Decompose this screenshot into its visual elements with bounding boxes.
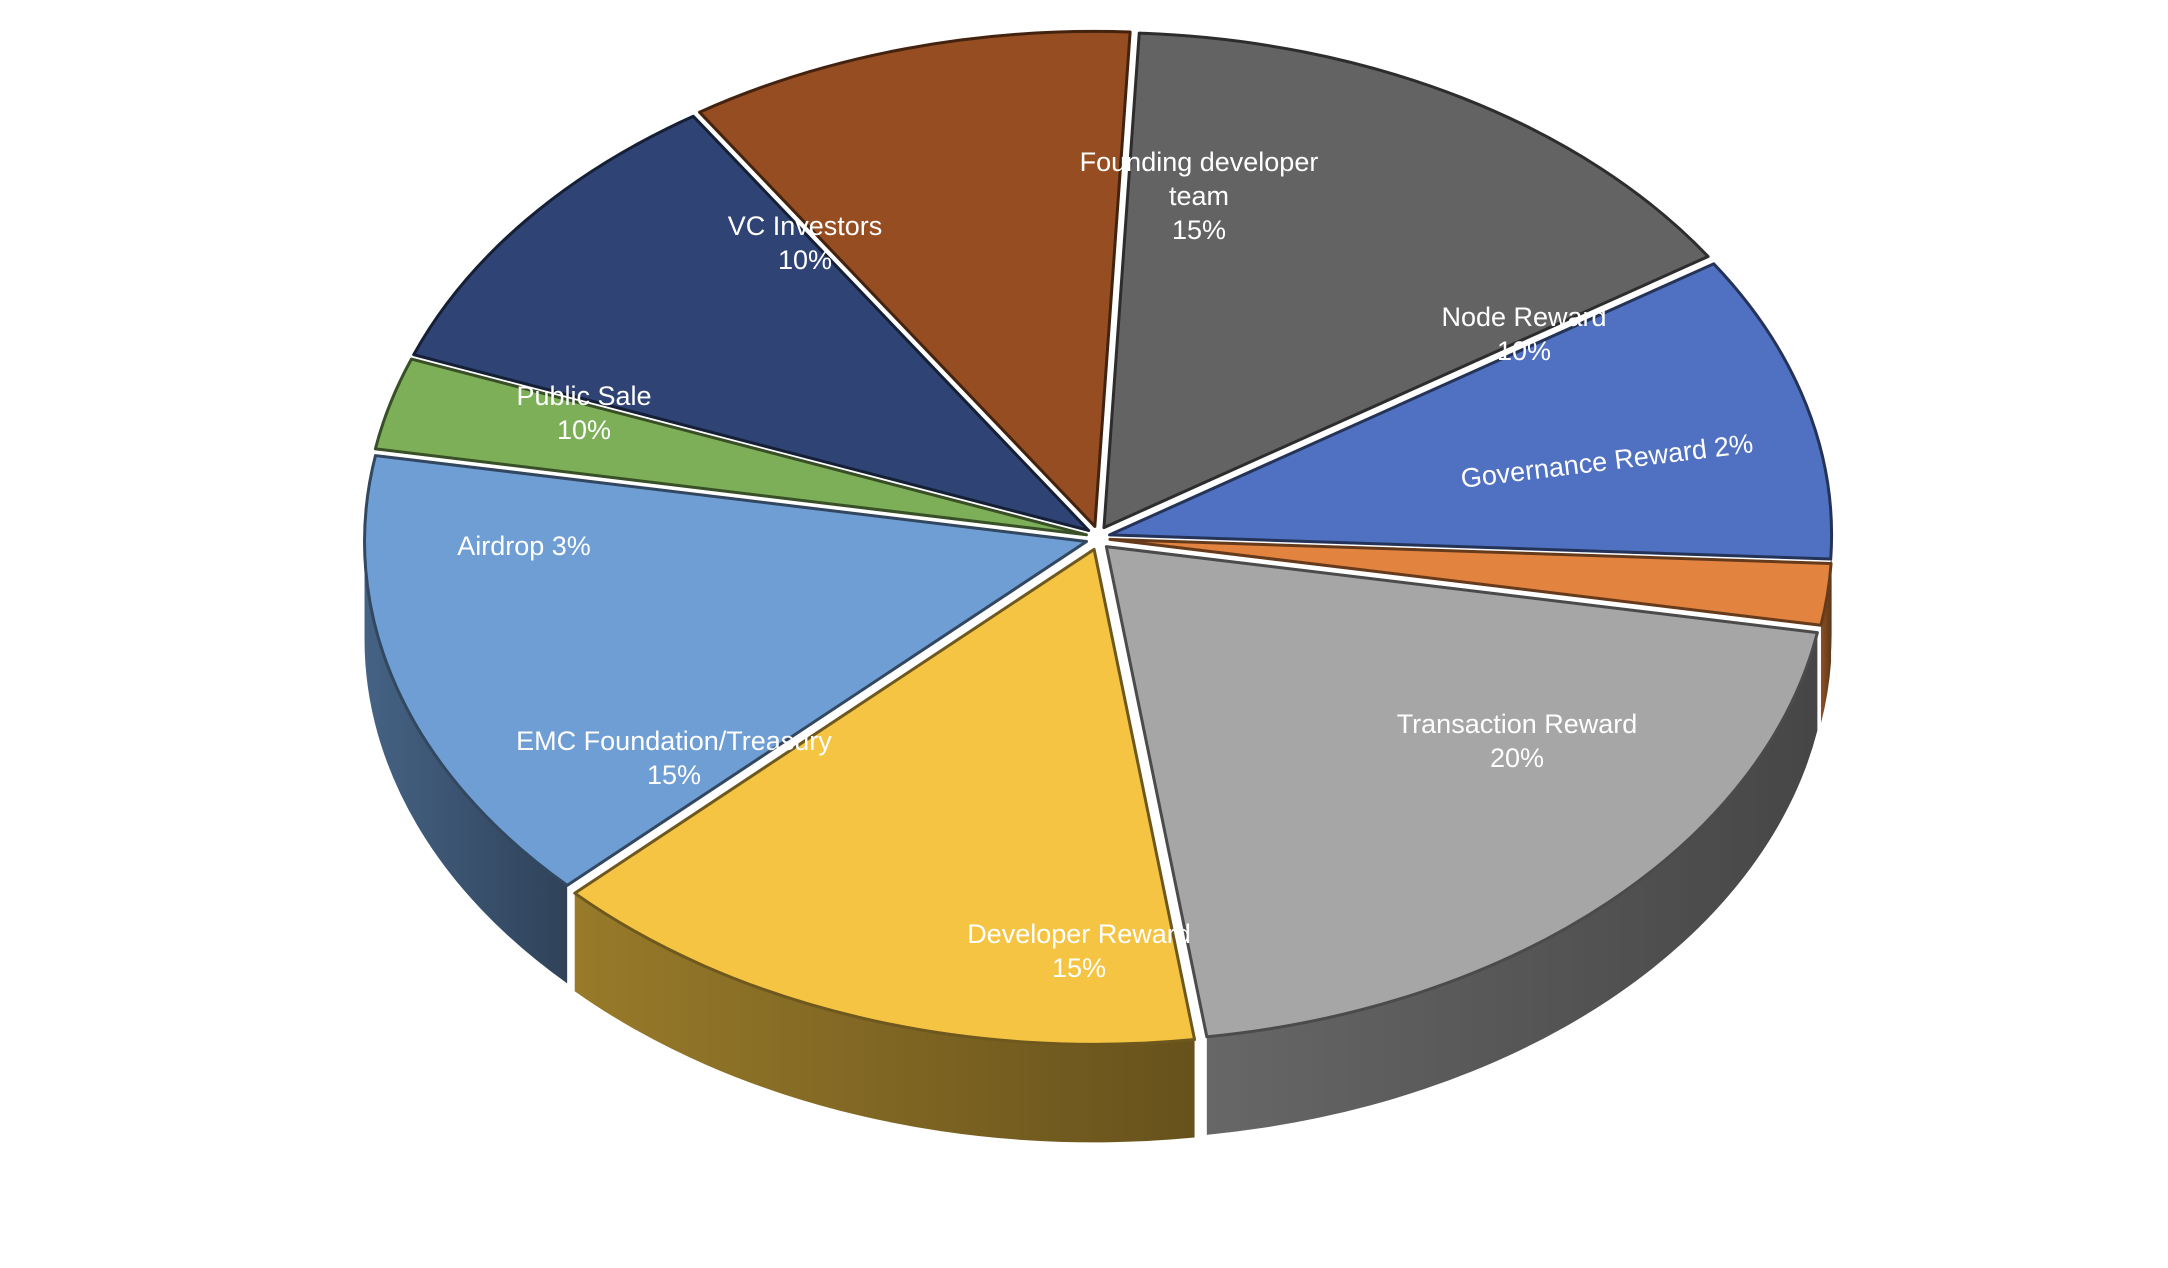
pie-slice-public-sale: [412, 114, 1091, 532]
slice-label-value: 20%: [1490, 743, 1544, 773]
slice-label-value: 15%: [1052, 953, 1106, 983]
slice-label-value: 15%: [1172, 215, 1226, 245]
pie-slice-founding-developer-team: [1102, 31, 1710, 530]
slice-label-transaction-reward: Transaction Reward 20%: [1397, 709, 1638, 773]
slice-label-value: 10%: [1497, 336, 1551, 366]
slice-label-text: Transaction Reward: [1397, 709, 1638, 739]
pie-slice-governance-reward: [1108, 537, 1833, 627]
pie-slice-transaction-reward: [1104, 545, 1819, 1039]
pie-slice-node-reward: [1108, 262, 1834, 561]
slice-label-value: 10%: [557, 415, 611, 445]
slice-label-value: 15%: [647, 760, 701, 790]
pie-side-transaction-reward: [1206, 632, 1818, 1135]
slice-label-text: team: [1169, 181, 1229, 211]
pie-side-governance-reward: [1820, 563, 1832, 724]
pie-slices: [363, 29, 1834, 1046]
slice-label-text: Founding developer: [1080, 147, 1319, 177]
slice-label-text: Airdrop 3%: [457, 531, 591, 561]
slice-label-public-sale: Public Sale 10%: [516, 381, 651, 445]
pie-3d-sides: [364, 534, 1832, 1143]
slice-label-vc-investors: VC Investors 10%: [728, 211, 883, 275]
slice-label-airdrop: Airdrop 3%: [457, 531, 591, 561]
slice-label-value: 10%: [778, 245, 832, 275]
slice-label-text: Node Reward: [1441, 302, 1606, 332]
slice-label-text: Developer Reward: [967, 919, 1191, 949]
slice-label-text: Public Sale: [516, 381, 651, 411]
pie-slice-emc-foundation-treasury: [363, 454, 1089, 887]
slice-label-founding-developer-team: Founding developer team 15%: [1080, 147, 1319, 245]
pie-slice-developer-reward: [573, 547, 1197, 1046]
pie-side-emc-foundation-treasury: [364, 541, 568, 984]
slice-label-developer-reward: Developer Reward 15%: [967, 919, 1191, 983]
slice-label-text: EMC Foundation/Treasury: [516, 726, 832, 756]
slice-label-emc-foundation-treasury: EMC Foundation/Treasury 15%: [516, 726, 832, 790]
pie-side-developer-reward: [574, 893, 1195, 1143]
slice-label-node-reward: Node Reward 10%: [1441, 302, 1606, 366]
pie-slice-vc-investors: [698, 29, 1132, 528]
pie-slice-airdrop: [373, 357, 1088, 537]
slice-label-text: VC Investors: [728, 211, 883, 241]
